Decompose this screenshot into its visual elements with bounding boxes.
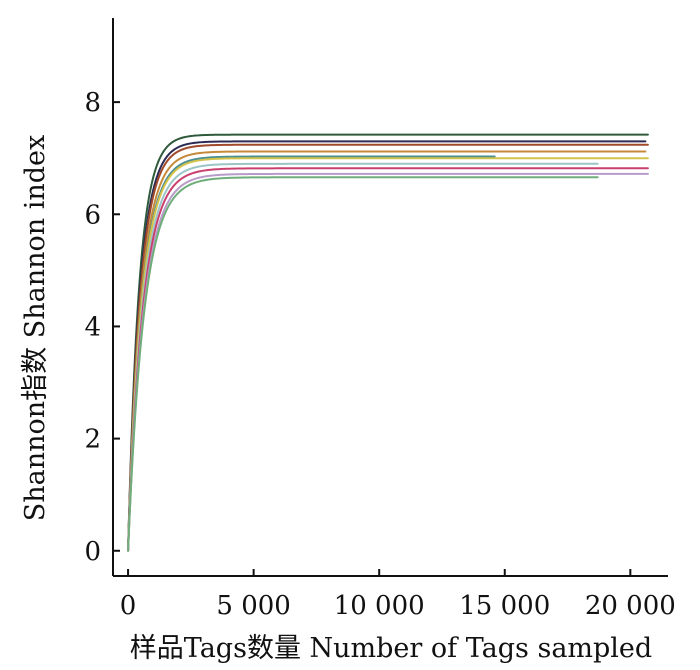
series-line — [127, 162, 599, 552]
x-ticks: 0 5 000 10 000 15 000 20 000 — [120, 569, 676, 621]
y-ticks: 0 2 4 6 8 — [84, 88, 120, 567]
series-line — [127, 140, 647, 552]
series-line — [127, 150, 647, 552]
series-line — [127, 133, 649, 552]
series-line — [127, 143, 649, 552]
series-line — [127, 167, 649, 552]
x-axis-title: 样品Tags数量 Number of Tags sampled — [130, 633, 652, 664]
series-line — [127, 172, 649, 552]
x-tick-label: 0 — [120, 591, 137, 621]
y-tick-label: 2 — [84, 425, 101, 455]
series-line — [127, 176, 599, 552]
series-layer — [127, 133, 649, 552]
x-tick-label: 5 000 — [216, 591, 290, 621]
y-tick-label: 8 — [84, 88, 101, 118]
series-line — [127, 157, 649, 552]
x-tick-label: 10 000 — [334, 591, 425, 621]
x-tick-label: 15 000 — [459, 591, 550, 621]
y-tick-label: 4 — [84, 312, 101, 342]
series-line — [127, 155, 496, 552]
y-tick-label: 6 — [84, 200, 101, 230]
y-tick-label: 0 — [84, 537, 101, 567]
x-tick-label: 20 000 — [585, 591, 676, 621]
y-axis-title: Shannon指数 Shannon index — [20, 135, 51, 522]
